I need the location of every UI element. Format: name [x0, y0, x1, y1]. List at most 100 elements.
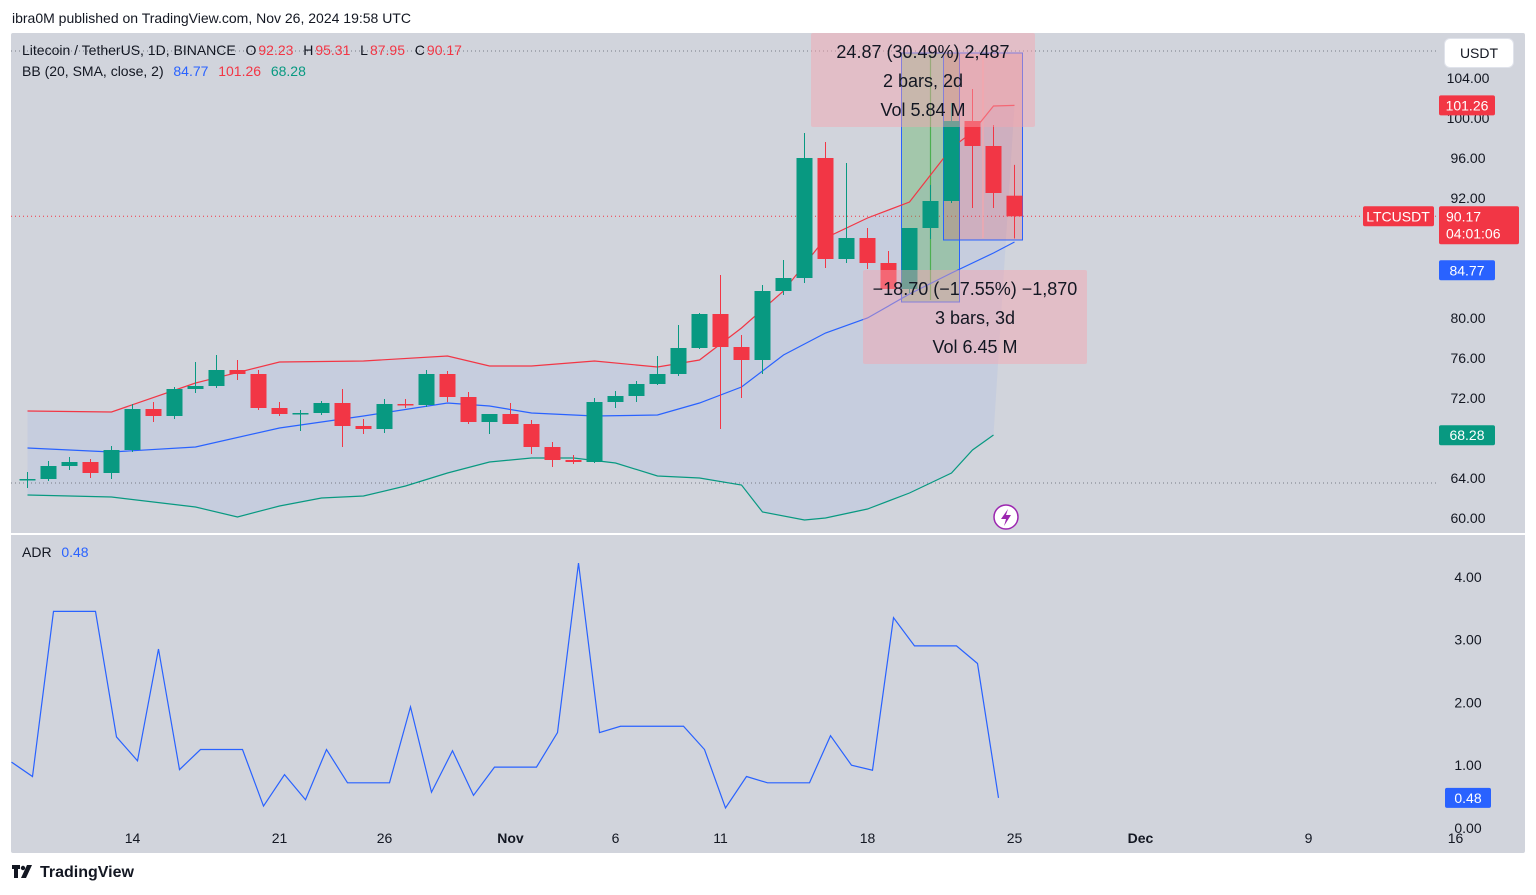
x-tick-label: 26 — [377, 830, 393, 846]
legend-open: 92.23 — [258, 42, 294, 58]
adr-y-tick-label: 3.00 — [1454, 632, 1481, 648]
candle-body — [922, 201, 939, 228]
legend-bb-upper: 101.26 — [218, 63, 262, 79]
symbol-tag-bg — [1363, 206, 1434, 227]
candle-body — [628, 384, 645, 396]
candle-body — [250, 374, 267, 408]
lightning-event-icon — [993, 504, 1019, 530]
candle-body — [334, 403, 351, 426]
legend-symbol: Litecoin / TetherUS, 1D, BINANCE — [22, 42, 236, 58]
legend-close: 90.17 — [426, 42, 462, 58]
candle-body — [586, 402, 603, 462]
legend-adr-value: 0.48 — [61, 544, 89, 560]
candle-body — [124, 409, 141, 450]
y-tick-label: 96.00 — [1450, 150, 1485, 166]
range-measure-up-line2: 2 bars, 2d — [883, 71, 963, 91]
y-tick-label: 92.00 — [1450, 190, 1485, 206]
candle-body — [712, 314, 729, 347]
candle-body — [754, 291, 771, 360]
current-price-tag-bg — [1439, 206, 1519, 245]
x-tick-label: Dec — [1128, 830, 1154, 846]
adr-y-tick-label: 2.00 — [1454, 694, 1481, 710]
range-measure-down-label-bg — [863, 270, 1087, 364]
footer-brand: TradingView — [40, 864, 134, 881]
x-tick-label: 16 — [1448, 830, 1464, 846]
range-measure-down-line3: Vol 6.45 M — [932, 337, 1017, 357]
candle-body — [733, 347, 750, 360]
x-tick-label: 14 — [125, 830, 141, 846]
candle-body — [397, 404, 414, 406]
bb-mid-tag-bg — [1439, 260, 1495, 281]
y-tick-label: 104.00 — [1447, 70, 1490, 86]
chart-frame[interactable]: 24.87 (30.49%) 2,487 2 bars, 2d Vol 5.84 M… — [11, 33, 1525, 853]
candle-body — [145, 409, 162, 416]
adr-value-tag-bg — [1445, 787, 1491, 808]
candle-body — [880, 263, 897, 289]
candle-body — [166, 389, 183, 416]
bb-lower-tag: 68.28 — [1449, 427, 1484, 443]
candle-body — [292, 413, 309, 415]
legend-close-label: C — [414, 42, 425, 58]
candle-body — [502, 414, 519, 424]
candle-body — [40, 466, 57, 479]
tradingview-logo[interactable]: TradingView — [12, 864, 134, 882]
candle-body — [523, 424, 540, 447]
legend-bb-label: BB (20, SMA, close, 2) — [22, 63, 164, 79]
y-tick-label: 76.00 — [1450, 350, 1485, 366]
candle-body — [985, 146, 1002, 193]
lightning-icon-bolt — [1001, 509, 1011, 526]
candle-body — [1006, 195, 1023, 217]
range-measure-down-line1: −18.70 (−17.55%) −1,870 — [873, 279, 1078, 299]
candle-body — [229, 370, 246, 374]
legend-bb-lower: 68.28 — [270, 63, 306, 79]
candle-body — [355, 426, 372, 429]
adr-y-tick-label: 4.00 — [1454, 569, 1481, 585]
bb-mid-line — [27, 241, 1015, 453]
bb-mid-tag: 84.77 — [1449, 262, 1484, 278]
candle-body — [187, 386, 204, 389]
adr-y-tick-label: 0.00 — [1454, 820, 1481, 836]
x-tick-label: Nov — [497, 830, 524, 846]
candle-body — [481, 414, 498, 422]
x-tick-label: 9 — [1305, 830, 1313, 846]
candle-body — [964, 121, 981, 146]
candle-body — [313, 403, 330, 413]
candle-body — [796, 158, 813, 278]
candle-body — [82, 462, 99, 473]
pane-separator — [11, 533, 1525, 535]
legend-adr-label: ADR — [22, 544, 52, 560]
candle-body — [208, 370, 225, 386]
y-tick-label: 64.00 — [1450, 470, 1485, 486]
candle-body — [775, 278, 792, 291]
candle-body — [439, 374, 456, 397]
bb-upper-tag-bg — [1439, 95, 1495, 116]
legend-adr: ADR 0.48 — [22, 544, 91, 560]
range-measure-down-line2: 3 bars, 3d — [935, 308, 1015, 328]
published-caption: ibra0M published on TradingView.com, Nov… — [12, 10, 411, 26]
candle-body — [271, 408, 288, 414]
candle-body — [691, 314, 708, 348]
x-tick-label: 11 — [713, 830, 728, 846]
symbol-tag: LTCUSDT — [1366, 208, 1430, 224]
candle-body — [565, 460, 582, 462]
candle-body — [670, 348, 687, 374]
range-measure-up-label-bg — [811, 33, 1035, 127]
range-measure-up-line3: Vol 5.84 M — [880, 100, 965, 120]
candle-body — [607, 396, 624, 402]
currency-button[interactable]: USDT — [1445, 39, 1513, 67]
x-tick-label: 25 — [1007, 830, 1023, 846]
price-chart[interactable]: 24.87 (30.49%) 2,487 2 bars, 2d Vol 5.84 M… — [11, 33, 1525, 853]
bollinger-band-fill — [27, 105, 1015, 521]
legend-bollinger: BB (20, SMA, close, 2) 84.77 101.26 68.2… — [22, 63, 308, 79]
legend-low-label: L — [360, 42, 368, 58]
candle-body — [19, 479, 36, 481]
y-tick-label: 80.00 — [1450, 310, 1485, 326]
candle-body — [61, 462, 78, 466]
candle-body — [418, 374, 435, 405]
bb-upper-tag: 101.26 — [1446, 97, 1489, 113]
tradingview-logo-icon — [12, 864, 34, 882]
x-tick-label: 21 — [272, 830, 288, 846]
legend-low: 87.95 — [369, 42, 406, 58]
candle-body — [544, 447, 561, 460]
legend-main: Litecoin / TetherUS, 1D, BINANCE O 92.23 … — [22, 42, 464, 58]
